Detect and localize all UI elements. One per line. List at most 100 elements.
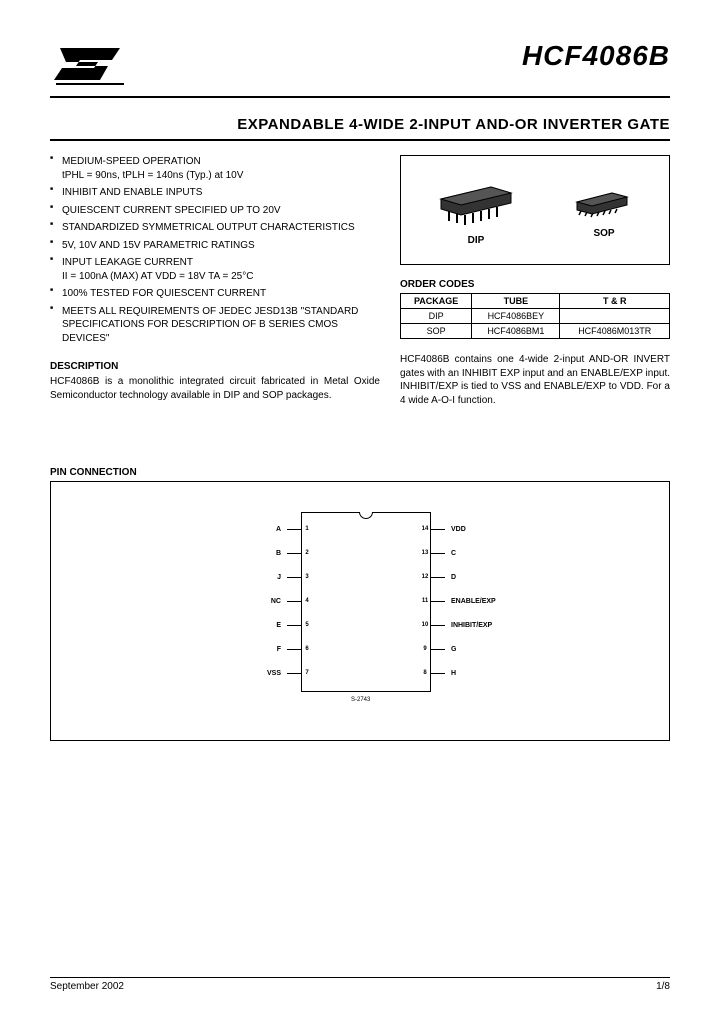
col-package: PACKAGE [401, 294, 472, 309]
pin-number: 4 [301, 596, 313, 606]
pin-stub [431, 673, 445, 674]
pin-stub [287, 577, 301, 578]
feature-item: QUIESCENT CURRENT SPECIFIED UP TO 20V [50, 204, 380, 218]
package-images: DIP [400, 155, 670, 265]
pin-stub [431, 625, 445, 626]
pin-label: B [251, 550, 281, 557]
pin-label: C [451, 550, 521, 557]
pin-number: 13 [419, 548, 431, 558]
features-list: MEDIUM-SPEED OPERATION tPHL = 90ns, tPLH… [50, 155, 380, 345]
cell: DIP [401, 309, 472, 324]
footer-date: September 2002 [50, 981, 124, 992]
pin-stub [431, 649, 445, 650]
page-title: EXPANDABLE 4-WIDE 2-INPUT AND-OR INVERTE… [50, 116, 670, 141]
pin-3: J 3 [251, 572, 313, 582]
part-number: HCF4086B [522, 40, 670, 72]
pin-8: 8 H [419, 668, 521, 678]
package-label: DIP [468, 235, 485, 246]
pin-number: 7 [301, 668, 313, 678]
pin-11: 11 ENABLE/EXP [419, 596, 521, 606]
feature-text: MEDIUM-SPEED OPERATION [62, 156, 201, 167]
pin-number: 6 [301, 644, 313, 654]
pin-stub [431, 601, 445, 602]
feature-item: INPUT LEAKAGE CURRENT II = 100nA (MAX) A… [50, 256, 380, 283]
pin-number: 12 [419, 572, 431, 582]
pin-number: 10 [419, 620, 431, 630]
pin-label: INHIBIT/EXP [451, 622, 521, 629]
content-columns: MEDIUM-SPEED OPERATION tPHL = 90ns, tPLH… [50, 155, 670, 407]
pin-number: 9 [419, 644, 431, 654]
pin-12: 12 D [419, 572, 521, 582]
right-column: DIP [400, 155, 670, 407]
pin-stub [287, 529, 301, 530]
cell: HCF4086BEY [472, 309, 560, 324]
pin-stub [431, 577, 445, 578]
feature-item: STANDARDIZED SYMMETRICAL OUTPUT CHARACTE… [50, 221, 380, 235]
feature-item: MEDIUM-SPEED OPERATION tPHL = 90ns, tPLH… [50, 155, 380, 182]
pin-stub [287, 673, 301, 674]
pin-stub [287, 625, 301, 626]
right-description: HCF4086B contains one 4-wide 2-input AND… [400, 353, 670, 407]
feature-subtext: II = 100nA (MAX) AT VDD = 18V TA = 25°C [62, 271, 253, 282]
pin-1: A 1 [251, 524, 313, 534]
pin-label: F [251, 646, 281, 653]
pin-number: 11 [419, 596, 431, 606]
header: HCF4086B [50, 40, 670, 98]
pin-4: NC 4 [251, 596, 313, 606]
pin-label: NC [251, 598, 281, 605]
pin-number: 1 [301, 524, 313, 534]
pin-stub [287, 601, 301, 602]
pin-number: 8 [419, 668, 431, 678]
cell: HCF4086BM1 [472, 324, 560, 339]
pin-6: F 6 [251, 644, 313, 654]
footer: September 2002 1/8 [50, 977, 670, 992]
pin-label: E [251, 622, 281, 629]
pin-2: B 2 [251, 548, 313, 558]
st-logo [50, 40, 130, 88]
pin-label: H [451, 670, 521, 677]
pin-10: 10 INHIBIT/EXP [419, 620, 521, 630]
pin-diagram: A 1 B 2 J 3 NC 4 E 5 [50, 481, 670, 741]
feature-item: 5V, 10V AND 15V PARAMETRIC RATINGS [50, 239, 380, 253]
cell: HCF4086M013TR [560, 324, 670, 339]
pin-number: 5 [301, 620, 313, 630]
pin-connection-header: PIN CONNECTION [50, 467, 670, 478]
feature-text: INPUT LEAKAGE CURRENT [62, 257, 193, 268]
pin-label: G [451, 646, 521, 653]
pin-number: 2 [301, 548, 313, 558]
feature-item: MEETS ALL REQUIREMENTS OF JEDEC JESD13B … [50, 305, 380, 346]
feature-item: INHIBIT AND ENABLE INPUTS [50, 186, 380, 200]
left-column: MEDIUM-SPEED OPERATION tPHL = 90ns, tPLH… [50, 155, 380, 407]
col-tr: T & R [560, 294, 670, 309]
pin-stub [287, 553, 301, 554]
pin-label: ENABLE/EXP [451, 598, 521, 605]
datasheet-page: HCF4086B EXPANDABLE 4-WIDE 2-INPUT AND-O… [0, 0, 720, 1012]
package-dip: DIP [431, 174, 521, 246]
table-row: DIP HCF4086BEY [401, 309, 670, 324]
pin-7: VSS 7 [251, 668, 313, 678]
pin-9: 9 G [419, 644, 521, 654]
feature-subtext: tPHL = 90ns, tPLH = 140ns (Typ.) at 10V [62, 170, 243, 181]
package-label: SOP [593, 228, 614, 239]
description-text: HCF4086B is a monolithic integrated circ… [50, 375, 380, 402]
diagram-caption: S-2743 [351, 697, 370, 703]
footer-page: 1/8 [656, 981, 670, 992]
table-header-row: PACKAGE TUBE T & R [401, 294, 670, 309]
pin-stub [287, 649, 301, 650]
order-codes-table: PACKAGE TUBE T & R DIP HCF4086BEY SOP HC… [400, 293, 670, 339]
pin-number: 14 [419, 524, 431, 534]
package-sop: SOP [569, 182, 639, 239]
pin-label: VDD [451, 526, 521, 533]
pin-label: A [251, 526, 281, 533]
pin-label: VSS [251, 670, 281, 677]
chip-outline [301, 512, 431, 692]
pin-label: J [251, 574, 281, 581]
col-tube: TUBE [472, 294, 560, 309]
pin-stub [431, 553, 445, 554]
cell [560, 309, 670, 324]
cell: SOP [401, 324, 472, 339]
pin-5: E 5 [251, 620, 313, 630]
pin-14: 14 VDD [419, 524, 521, 534]
pin-13: 13 C [419, 548, 521, 558]
pin-label: D [451, 574, 521, 581]
